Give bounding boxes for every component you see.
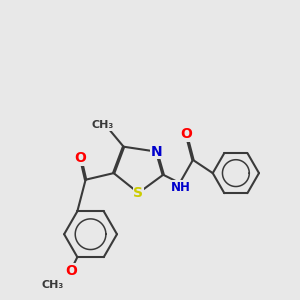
Text: NH: NH [171,181,191,194]
Text: O: O [75,151,87,165]
Text: CH₃: CH₃ [92,120,114,130]
Text: O: O [65,263,77,278]
Text: O: O [180,128,192,142]
Text: S: S [134,186,143,200]
Text: CH₃: CH₃ [42,280,64,290]
Text: N: N [151,145,162,159]
